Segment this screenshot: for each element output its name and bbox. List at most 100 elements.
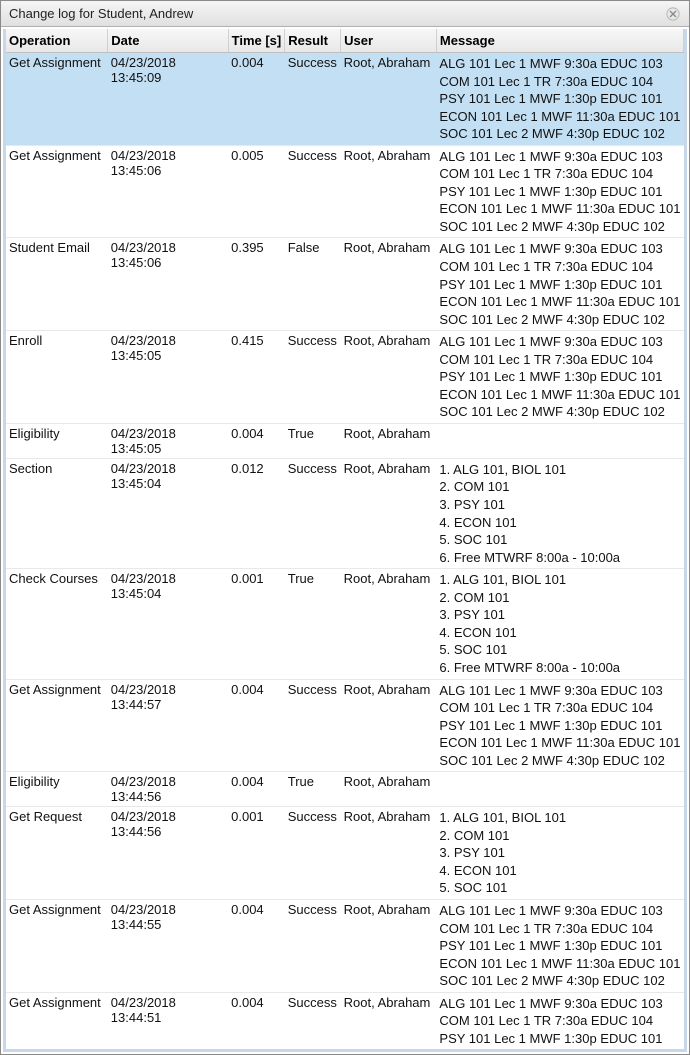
- cell-message: ALG 101 Lec 1 MWF 9:30a EDUC 103COM 101 …: [436, 679, 683, 772]
- cell-message: ALG 101 Lec 1 MWF 9:30a EDUC 103COM 101 …: [436, 238, 683, 331]
- message-line: COM 101 Lec 1 TR 7:30a EDUC 104: [439, 258, 680, 276]
- message-line: ALG 101 Lec 1 MWF 9:30a EDUC 103: [439, 682, 680, 700]
- cell-date: 04/23/2018 13:44:51: [108, 992, 228, 1050]
- cell-result: Success: [285, 992, 341, 1050]
- cell-message: [436, 772, 683, 807]
- message-line: ECON 101 Lec 1 MWF 11:30a EDUC 101: [439, 734, 680, 752]
- message-line: 3. PSY 101: [439, 606, 680, 624]
- table-row[interactable]: Enroll04/23/2018 13:45:050.415SuccessRoo…: [6, 331, 684, 424]
- cell-time: 0.004: [228, 992, 285, 1050]
- cell-time: 0.005: [228, 145, 285, 238]
- message-line: 5. SOC 101: [439, 879, 680, 897]
- message-line: 4. ECON 101: [439, 514, 680, 532]
- cell-user: Root, Abraham: [341, 331, 437, 424]
- col-header-operation[interactable]: Operation: [6, 29, 108, 53]
- message-line: COM 101 Lec 1 TR 7:30a EDUC 104: [439, 73, 680, 91]
- message-line: COM 101 Lec 1 TR 7:30a EDUC 104: [439, 351, 680, 369]
- message-line: ECON 101 Lec 1 MWF 11:30a EDUC 101: [439, 200, 680, 218]
- message-line: ALG 101 Lec 1 MWF 9:30a EDUC 103: [439, 995, 680, 1013]
- cell-time: 0.004: [228, 679, 285, 772]
- table-row[interactable]: Get Assignment04/23/2018 13:45:060.005Su…: [6, 145, 684, 238]
- cell-result: Success: [285, 458, 341, 568]
- cell-time: 0.001: [228, 569, 285, 679]
- message-line: SOC 101 Lec 2 MWF 4:30p EDUC 102: [439, 218, 680, 236]
- message-line: 1. ALG 101, BIOL 101: [439, 809, 680, 827]
- message-line: ECON 101 Lec 1 MWF 11:30a EDUC 101: [439, 293, 680, 311]
- window-title: Change log for Student, Andrew: [9, 6, 193, 21]
- message-line: PSY 101 Lec 1 MWF 1:30p EDUC 101: [439, 368, 680, 386]
- cell-time: 0.395: [228, 238, 285, 331]
- message-line: ALG 101 Lec 1 MWF 9:30a EDUC 103: [439, 902, 680, 920]
- cell-message: ALG 101 Lec 1 MWF 9:30a EDUC 103COM 101 …: [436, 992, 683, 1050]
- cell-operation: Get Assignment: [6, 679, 108, 772]
- cell-result: True: [285, 569, 341, 679]
- cell-operation: Eligibility: [6, 423, 108, 458]
- col-header-user[interactable]: User: [341, 29, 437, 53]
- cell-result: True: [285, 772, 341, 807]
- col-header-message[interactable]: Message: [436, 29, 683, 53]
- message-line: ALG 101 Lec 1 MWF 9:30a EDUC 103: [439, 148, 680, 166]
- header-row: Operation Date Time [s] Result User Mess…: [6, 29, 684, 53]
- col-header-time[interactable]: Time [s]: [228, 29, 285, 53]
- cell-time: 0.001: [228, 807, 285, 900]
- cell-message: 1. ALG 101, BIOL 1012. COM 1013. PSY 101…: [436, 569, 683, 679]
- cell-user: Root, Abraham: [341, 772, 437, 807]
- message-line: 6. Free MTWRF 8:00a - 10:00a: [439, 659, 680, 677]
- message-line: PSY 101 Lec 1 MWF 1:30p EDUC 101: [439, 90, 680, 108]
- table-scroll-area[interactable]: Operation Date Time [s] Result User Mess…: [3, 29, 687, 1052]
- cell-date: 04/23/2018 13:45:06: [108, 238, 228, 331]
- table-row[interactable]: Eligibility04/23/2018 13:44:560.004TrueR…: [6, 772, 684, 807]
- cell-message: 1. ALG 101, BIOL 1012. COM 1013. PSY 101…: [436, 807, 683, 900]
- message-line: 1. ALG 101, BIOL 101: [439, 571, 680, 589]
- message-line: COM 101 Lec 1 TR 7:30a EDUC 104: [439, 1012, 680, 1030]
- message-line: 2. COM 101: [439, 589, 680, 607]
- cell-message: ALG 101 Lec 1 MWF 9:30a EDUC 103COM 101 …: [436, 331, 683, 424]
- cell-date: 04/23/2018 13:45:05: [108, 331, 228, 424]
- message-line: COM 101 Lec 1 TR 7:30a EDUC 104: [439, 165, 680, 183]
- message-line: COM 101 Lec 1 TR 7:30a EDUC 104: [439, 699, 680, 717]
- message-line: 2. COM 101: [439, 827, 680, 845]
- cell-date: 04/23/2018 13:45:04: [108, 569, 228, 679]
- message-line: PSY 101 Lec 1 MWF 1:30p EDUC 101: [439, 276, 680, 294]
- col-header-result[interactable]: Result: [285, 29, 341, 53]
- message-line: 4. ECON 101: [439, 624, 680, 642]
- table-row[interactable]: Get Assignment04/23/2018 13:45:090.004Su…: [6, 53, 684, 146]
- message-line: 3. PSY 101: [439, 496, 680, 514]
- close-icon[interactable]: [665, 6, 681, 22]
- cell-user: Root, Abraham: [341, 238, 437, 331]
- cell-message: 1. ALG 101, BIOL 1012. COM 1013. PSY 101…: [436, 458, 683, 568]
- cell-result: Success: [285, 331, 341, 424]
- table-row[interactable]: Eligibility04/23/2018 13:45:050.004TrueR…: [6, 423, 684, 458]
- cell-user: Root, Abraham: [341, 807, 437, 900]
- cell-operation: Check Courses: [6, 569, 108, 679]
- window-titlebar: Change log for Student, Andrew: [1, 1, 689, 27]
- message-line: ALG 101 Lec 1 MWF 9:30a EDUC 103: [439, 55, 680, 73]
- cell-result: True: [285, 423, 341, 458]
- col-header-date[interactable]: Date: [108, 29, 228, 53]
- message-line: SOC 101 Lec 2 MWF 4:30p EDUC 102: [439, 125, 680, 143]
- cell-date: 04/23/2018 13:44:57: [108, 679, 228, 772]
- table-row[interactable]: Student Email04/23/2018 13:45:060.395Fal…: [6, 238, 684, 331]
- message-line: 5. SOC 101: [439, 531, 680, 549]
- cell-date: 04/23/2018 13:44:55: [108, 899, 228, 992]
- cell-time: 0.012: [228, 458, 285, 568]
- table-row[interactable]: Get Assignment04/23/2018 13:44:550.004Su…: [6, 899, 684, 992]
- change-log-window: Change log for Student, Andrew Operation…: [0, 0, 690, 1055]
- cell-message: [436, 423, 683, 458]
- table-row[interactable]: Get Assignment04/23/2018 13:44:510.004Su…: [6, 992, 684, 1050]
- cell-user: Root, Abraham: [341, 458, 437, 568]
- table-row[interactable]: Get Request04/23/2018 13:44:560.001Succe…: [6, 807, 684, 900]
- message-line: 4. ECON 101: [439, 862, 680, 880]
- cell-time: 0.415: [228, 331, 285, 424]
- cell-result: Success: [285, 899, 341, 992]
- changelog-table: Operation Date Time [s] Result User Mess…: [6, 29, 684, 1050]
- message-line: PSY 101 Lec 1 MWF 1:30p EDUC 101: [439, 183, 680, 201]
- message-line: COM 101 Lec 1 TR 7:30a EDUC 104: [439, 920, 680, 938]
- table-row[interactable]: Get Assignment04/23/2018 13:44:570.004Su…: [6, 679, 684, 772]
- cell-message: ALG 101 Lec 1 MWF 9:30a EDUC 103COM 101 …: [436, 145, 683, 238]
- cell-message: ALG 101 Lec 1 MWF 9:30a EDUC 103COM 101 …: [436, 899, 683, 992]
- cell-operation: Enroll: [6, 331, 108, 424]
- table-row[interactable]: Check Courses04/23/2018 13:45:040.001Tru…: [6, 569, 684, 679]
- table-row[interactable]: Section04/23/2018 13:45:040.012SuccessRo…: [6, 458, 684, 568]
- cell-date: 04/23/2018 13:45:06: [108, 145, 228, 238]
